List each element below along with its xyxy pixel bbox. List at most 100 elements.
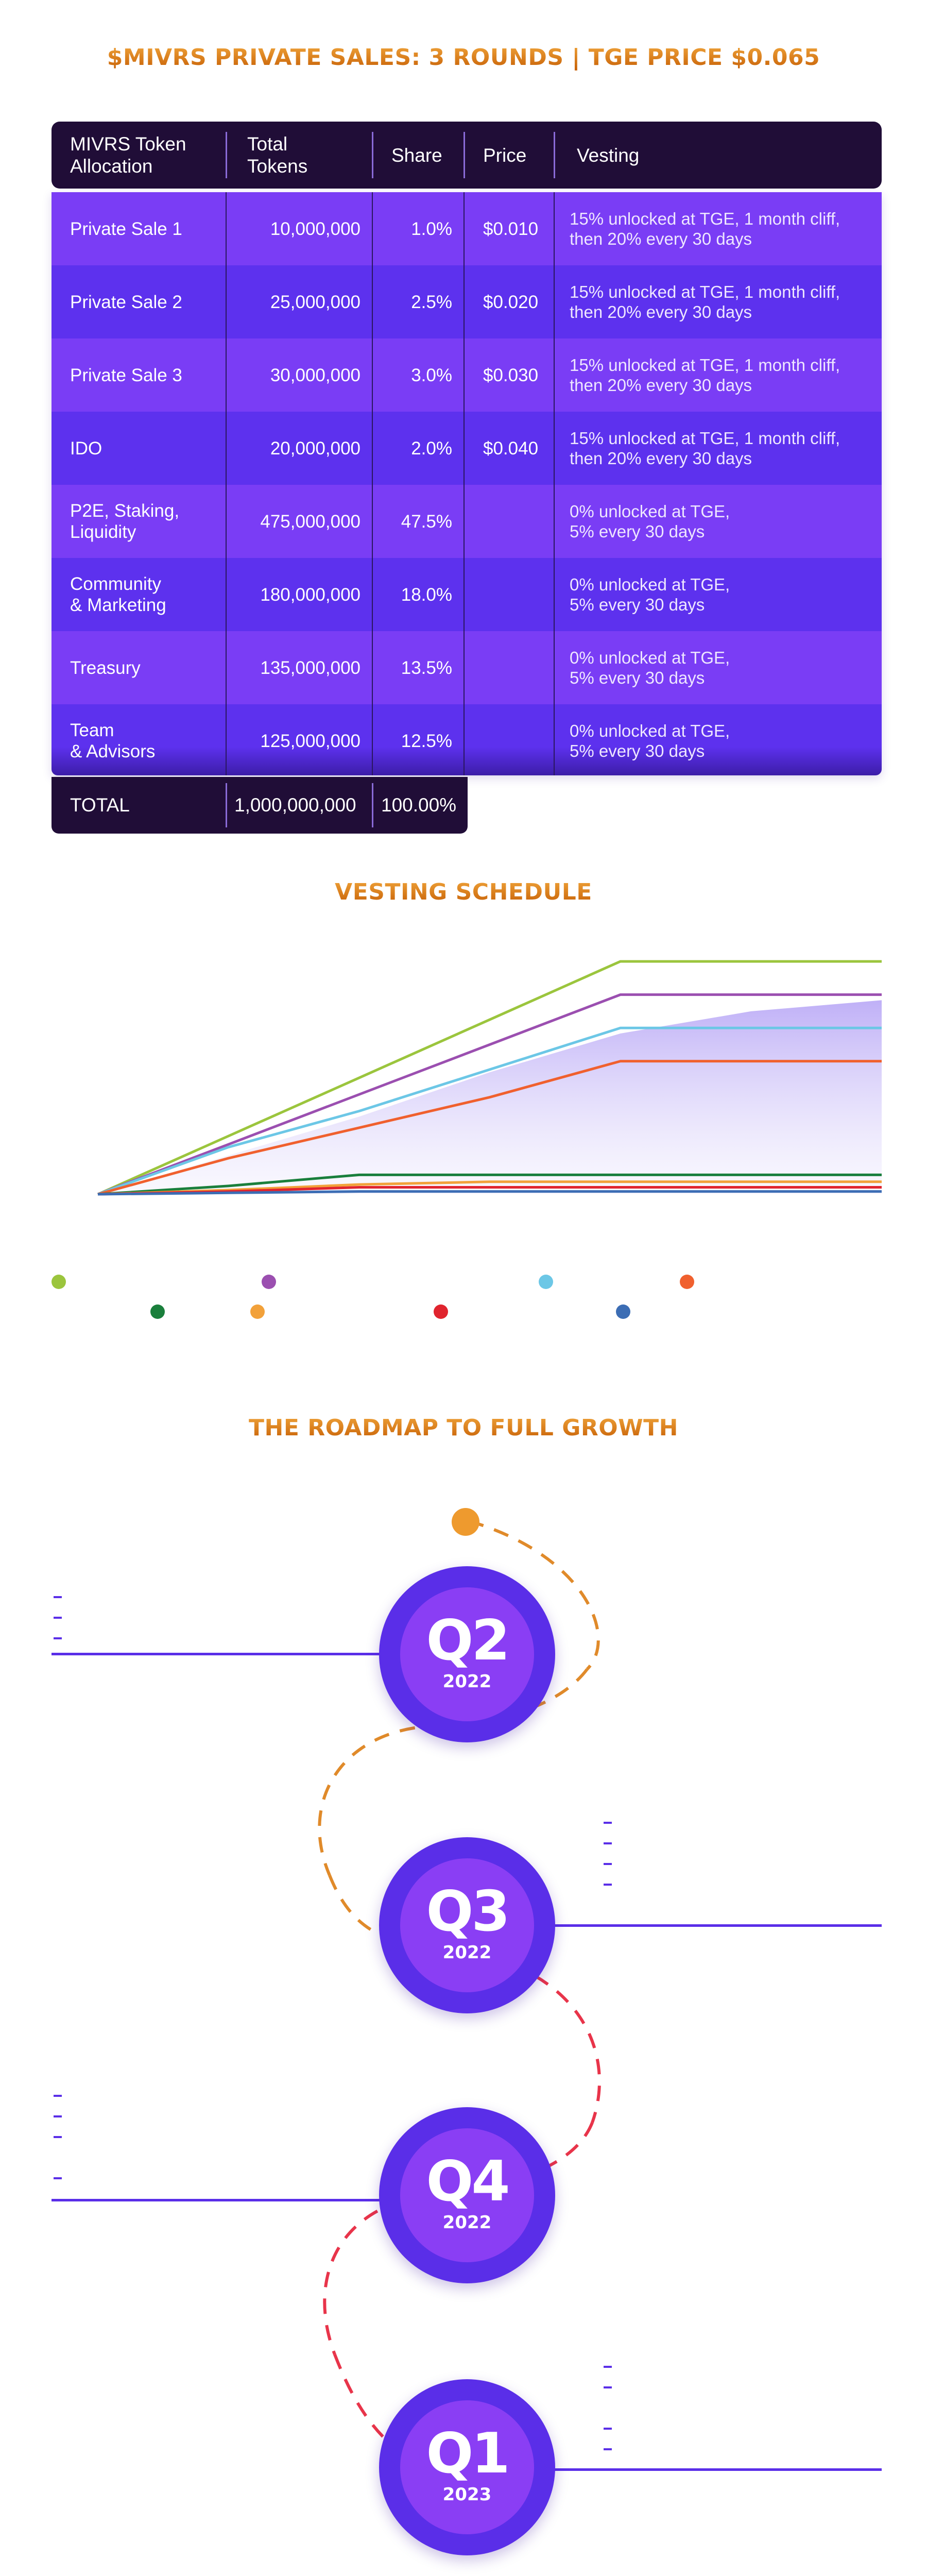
allocation-name: Private Sale 1 <box>70 218 182 239</box>
vesting-schedule-title: VESTING SCHEDULE <box>0 879 927 905</box>
column-divider <box>372 132 373 178</box>
table-row: Private Sale 2 25,000,000 2.5% $0.020 15… <box>52 265 882 338</box>
share-percent: 2.5% <box>411 292 452 312</box>
token-amount: 180,000,000 <box>260 584 360 605</box>
share-percent: 18.0% <box>401 584 452 605</box>
column-divider <box>554 192 555 775</box>
series-line-7 <box>97 1186 882 1196</box>
legend-dot <box>250 1304 265 1319</box>
token-amount: 10,000,000 <box>270 218 360 239</box>
token-price: $0.040 <box>483 438 539 459</box>
quarter-label: Q1 <box>426 2421 510 2486</box>
roadmap-item-marker <box>604 2366 612 2368</box>
table-row: IDO 20,000,000 2.0% $0.040 15% unlocked … <box>52 412 882 485</box>
total-label: TOTAL <box>70 794 130 816</box>
token-amount: 475,000,000 <box>260 511 360 532</box>
roadmap-item-marker <box>54 1617 62 1619</box>
roadmap-start-dot <box>452 1508 479 1536</box>
table-row: Team & Advisors 125,000,000 12.5% 0% unl… <box>52 704 882 775</box>
quarter-badge-q2-2022: Q2 2022 <box>379 1566 555 1742</box>
column-header-allocation: MIVRS Token Allocation <box>70 133 186 177</box>
roadmap-connector-line <box>546 1924 882 1927</box>
token-amount: 125,000,000 <box>260 731 360 751</box>
allocation-name: IDO <box>70 438 102 459</box>
series-line-4 <box>97 1060 882 1196</box>
vesting-terms: 0% unlocked at TGE, 5% every 30 days <box>570 648 730 687</box>
series-line-2 <box>97 993 882 1196</box>
roadmap-item-marker <box>604 2386 612 2388</box>
allocation-table-body: Private Sale 1 10,000,000 1.0% $0.010 15… <box>52 192 882 775</box>
quarter-badge-inner <box>400 2400 534 2534</box>
quarter-label: Q4 <box>426 2149 510 2214</box>
legend-dot <box>52 1275 66 1289</box>
quarter-badge-q3-2022: Q3 2022 <box>379 1837 555 2013</box>
allocation-name: Treasury <box>70 657 141 678</box>
vesting-lines <box>97 960 882 1196</box>
vesting-terms: 15% unlocked at TGE, 1 month cliff, then… <box>570 429 840 468</box>
vesting-terms: 15% unlocked at TGE, 1 month cliff, then… <box>570 282 840 321</box>
column-divider <box>464 132 465 178</box>
share-percent: 12.5% <box>401 731 452 751</box>
quarter-badge-q4-2022: Q4 2022 <box>379 2107 555 2283</box>
roadmap-item-marker <box>54 1596 62 1598</box>
roadmap-item-marker <box>604 2428 612 2430</box>
quarter-year: 2022 <box>442 1942 492 1963</box>
roadmap-item-marker <box>604 1822 612 1824</box>
allocation-name: Private Sale 2 <box>70 292 182 312</box>
column-divider <box>372 192 373 775</box>
token-price <box>483 631 550 704</box>
token-price: $0.010 <box>483 218 539 239</box>
roadmap-item-marker <box>604 1863 612 1865</box>
roadmap-path-segment <box>318 1668 589 1876</box>
total-tokens: 1,000,000,000 <box>234 794 356 816</box>
quarter-label: Q3 <box>426 1879 510 1944</box>
roadmap-item-marker <box>54 1637 62 1639</box>
allocation-table-header: MIVRS Token Allocation Total Tokens Shar… <box>52 122 882 189</box>
share-percent: 47.5% <box>401 511 452 532</box>
share-percent: 2.0% <box>411 438 452 459</box>
token-price: $0.020 <box>483 292 539 312</box>
series-line-3 <box>97 1026 882 1196</box>
quarter-badge-inner <box>400 1587 534 1721</box>
quarter-year: 2023 <box>442 2484 492 2505</box>
table-row: Treasury 135,000,000 13.5% 0% unlocked a… <box>52 631 882 704</box>
vesting-terms: 0% unlocked at TGE, 5% every 30 days <box>570 502 730 541</box>
column-divider <box>554 132 555 178</box>
share-percent: 3.0% <box>411 365 452 385</box>
roadmap-path-segment <box>333 2353 454 2482</box>
quarter-label: Q2 <box>426 1608 510 1673</box>
series-line-8 <box>97 1190 882 1196</box>
allocation-name: Community & Marketing <box>70 574 166 615</box>
roadmap-path-segment <box>468 1519 600 1671</box>
roadmap-item-marker <box>604 1842 612 1844</box>
legend-dot <box>434 1304 448 1319</box>
roadmap-item-marker <box>54 2136 62 2138</box>
quarter-badge-inner <box>400 1858 534 1992</box>
quarter-badge-q1-2023: Q1 2023 <box>379 2379 555 2555</box>
column-divider <box>464 192 465 775</box>
table-row: Private Sale 3 30,000,000 3.0% $0.030 15… <box>52 338 882 412</box>
column-divider <box>226 783 227 827</box>
series-line-1 <box>97 960 882 1196</box>
table-row: Private Sale 1 10,000,000 1.0% $0.010 15… <box>52 192 882 265</box>
roadmap-connector-line <box>52 2199 381 2201</box>
token-price <box>483 704 550 775</box>
vesting-terms: 15% unlocked at TGE, 1 month cliff, then… <box>570 209 840 248</box>
column-divider <box>226 192 227 775</box>
legend-dot <box>150 1304 165 1319</box>
roadmap-item-marker <box>604 1884 612 1886</box>
token-amount: 20,000,000 <box>270 438 360 459</box>
vesting-terms: 15% unlocked at TGE, 1 month cliff, then… <box>570 355 840 395</box>
roadmap-item-marker <box>604 2448 612 2450</box>
legend-dot <box>680 1275 694 1289</box>
token-amount: 25,000,000 <box>270 292 360 312</box>
column-divider <box>226 132 227 178</box>
allocation-name: Team & Advisors <box>70 720 156 761</box>
token-price <box>483 558 550 631</box>
legend-dot <box>539 1275 553 1289</box>
quarter-year: 2022 <box>442 2212 492 2233</box>
vesting-terms: 0% unlocked at TGE, 5% every 30 days <box>570 721 730 760</box>
vesting-terms: 0% unlocked at TGE, 5% every 30 days <box>570 575 730 614</box>
token-price: $0.030 <box>483 365 539 385</box>
column-divider <box>372 783 373 827</box>
